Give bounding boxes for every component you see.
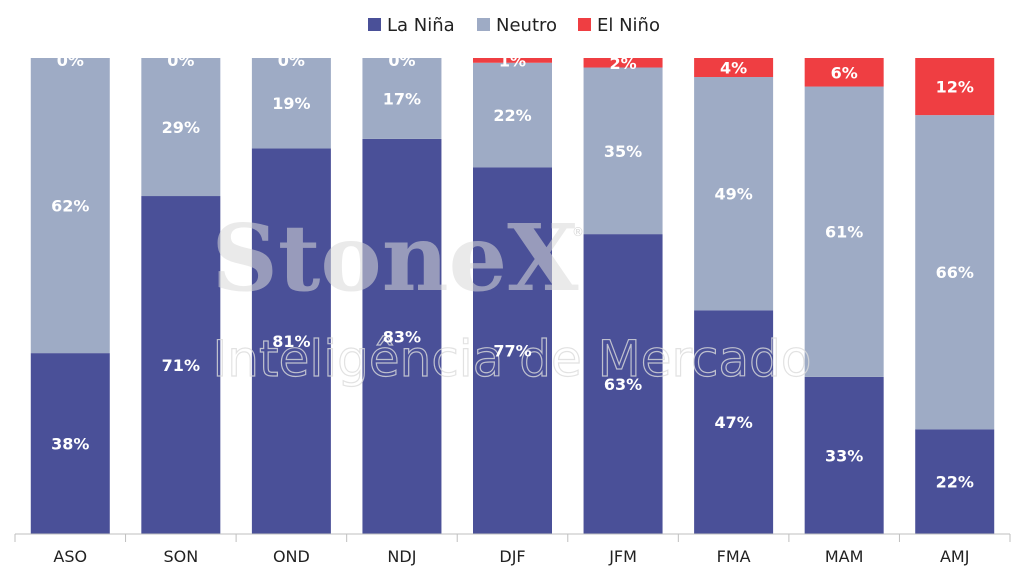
bar-neutro-amj xyxy=(915,115,995,430)
data-label-el-nino-aso: 0% xyxy=(57,51,84,70)
x-tick-label-son: SON xyxy=(163,547,198,566)
data-label-neutro-amj: 66% xyxy=(936,263,974,282)
data-label-la-nina-amj: 22% xyxy=(936,473,974,492)
data-label-el-nino-ndj: 0% xyxy=(388,51,415,70)
watermark: StoneX ® Inteligência de Mercado xyxy=(211,204,812,389)
bar-el-nino-jfm xyxy=(583,58,663,68)
bar-neutro-mam xyxy=(804,86,884,377)
data-label-neutro-aso: 62% xyxy=(51,197,89,216)
bar-la-nina-son xyxy=(141,196,221,535)
data-label-el-nino-son: 0% xyxy=(167,51,194,70)
watermark-tagline: Inteligência de Mercado xyxy=(213,330,812,388)
bar-la-nina-ond xyxy=(251,148,331,534)
legend-swatch-el-nino xyxy=(578,18,591,31)
data-label-la-nina-ndj: 83% xyxy=(383,327,421,346)
bar-neutro-son xyxy=(141,58,221,197)
x-tick-label-fma: FMA xyxy=(717,547,751,566)
x-tick-label-jfm: JFM xyxy=(608,547,637,566)
x-tick-label-ond: OND xyxy=(273,547,310,566)
x-axis: ASO SON OND NDJ DJF JFM FMA MAM AMJ xyxy=(14,533,1011,566)
bar-la-nina-fma xyxy=(694,310,774,534)
bar-neutro-ond xyxy=(251,58,331,149)
bar-la-nina-amj xyxy=(915,429,995,534)
bar-la-nina-aso xyxy=(30,353,110,534)
bar-el-nino-amj xyxy=(915,58,995,116)
data-label-neutro-mam: 61% xyxy=(825,223,863,242)
bar-la-nina-ndj xyxy=(362,138,442,535)
bar-neutro-jfm xyxy=(583,67,663,235)
data-label-neutro-djf: 22% xyxy=(493,106,531,125)
bar-neutro-fma xyxy=(694,77,774,311)
data-label-la-nina-ond: 81% xyxy=(272,332,310,351)
data-label-neutro-jfm: 35% xyxy=(604,142,642,161)
data-labels: 38% 62% 0% 71% 29% 0% 81% 19% 0% 83% 17% 0% 77% 22% 1%… xyxy=(51,51,974,492)
data-label-el-nino-jfm: 2% xyxy=(609,54,636,73)
watermark-brand: StoneX xyxy=(211,204,579,312)
bar-neutro-ndj xyxy=(362,58,442,139)
x-tick-label-mam: MAM xyxy=(825,547,864,566)
bar-neutro-aso xyxy=(30,58,110,354)
data-label-neutro-ond: 19% xyxy=(272,94,310,113)
bar-la-nina-djf xyxy=(473,167,552,535)
legend-swatch-neutro xyxy=(477,18,490,31)
data-label-la-nina-fma: 47% xyxy=(714,413,752,432)
data-label-el-nino-djf: 1% xyxy=(499,51,526,70)
legend-swatch-la-nina xyxy=(368,18,381,31)
legend-label-neutro: Neutro xyxy=(496,15,557,36)
bar-el-nino-fma xyxy=(694,58,774,78)
data-label-neutro-son: 29% xyxy=(162,118,200,137)
data-label-la-nina-mam: 33% xyxy=(825,446,863,465)
legend: La Niña Neutro El Niño xyxy=(368,15,660,36)
bar-la-nina-jfm xyxy=(583,234,663,534)
legend-label-el-nino: El Niño xyxy=(597,15,660,36)
data-label-la-nina-jfm: 63% xyxy=(604,375,642,394)
bar-la-nina-mam xyxy=(804,376,884,534)
data-label-el-nino-amj: 12% xyxy=(936,78,974,97)
data-label-la-nina-djf: 77% xyxy=(493,342,531,361)
bar-neutro-djf xyxy=(473,62,552,168)
data-label-el-nino-fma: 4% xyxy=(720,59,747,78)
data-label-el-nino-mam: 6% xyxy=(831,63,858,82)
bars xyxy=(30,58,995,535)
watermark-registered: ® xyxy=(572,225,584,239)
bar-el-nino-mam xyxy=(804,58,884,87)
legend-label-la-nina: La Niña xyxy=(387,15,455,36)
x-tick-label-ndj: NDJ xyxy=(387,547,416,566)
data-label-la-nina-son: 71% xyxy=(162,356,200,375)
x-tick-label-aso: ASO xyxy=(53,547,87,566)
data-label-neutro-fma: 49% xyxy=(714,185,752,204)
data-label-la-nina-aso: 38% xyxy=(51,435,89,454)
x-tick-label-djf: DJF xyxy=(499,547,525,566)
data-label-neutro-ndj: 17% xyxy=(383,89,421,108)
bar-el-nino-djf xyxy=(473,58,552,63)
data-label-el-nino-ond: 0% xyxy=(278,51,305,70)
x-tick-label-amj: AMJ xyxy=(940,547,969,566)
